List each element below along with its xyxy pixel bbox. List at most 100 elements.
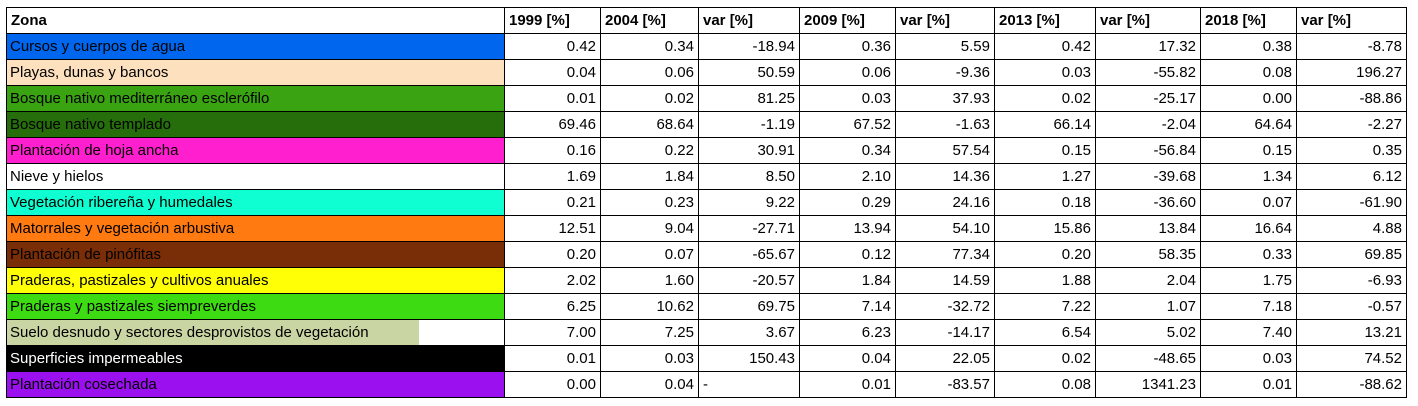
zone-cell: Plantación de hoja ancha xyxy=(6,137,505,164)
table-row: Bosque nativo templado 69.46 68.64 -1.19 67.… xyxy=(6,111,1407,138)
value-cell: 2.04 xyxy=(1095,267,1201,294)
table-row: Plantación de hoja ancha 0.16 0.22 30.91 0.3… xyxy=(6,137,1407,164)
value-cell: 1.75 xyxy=(1200,267,1297,294)
zone-label: Suelo desnudo y sectores desprovistos de… xyxy=(10,324,369,341)
value-cell: 7.22 xyxy=(994,293,1096,320)
value-cell: 12.51 xyxy=(504,215,601,242)
value-cell: 0.16 xyxy=(504,137,601,164)
value-cell: -83.57 xyxy=(895,371,995,398)
zone-cell: Plantación cosechada xyxy=(6,371,505,398)
value-cell: -1.63 xyxy=(895,111,995,138)
value-cell: 68.64 xyxy=(600,111,699,138)
header-cell-2004: 2004 [%] xyxy=(600,7,699,34)
value-cell: 15.86 xyxy=(994,215,1096,242)
value-cell: 0.21 xyxy=(504,189,601,216)
value-cell: 196.27 xyxy=(1296,59,1407,86)
zone-cell: Bosque nativo mediterráneo esclerófilo xyxy=(6,85,505,112)
zone-cell: Playas, dunas y bancos xyxy=(6,59,505,86)
value-cell: 74.52 xyxy=(1296,345,1407,372)
value-cell: 0.03 xyxy=(600,345,699,372)
value-cell: -6.93 xyxy=(1296,267,1407,294)
zone-cell: Vegetación ribereña y humedales xyxy=(6,189,505,216)
value-cell: 0.23 xyxy=(600,189,699,216)
value-cell: -1.19 xyxy=(698,111,800,138)
value-cell: -0.57 xyxy=(1296,293,1407,320)
zone-cell: Plantación de pinófitas xyxy=(6,241,505,268)
table-row: Superficies impermeables 0.01 0.03 150.43 0.… xyxy=(6,345,1407,372)
zone-cell: Superficies impermeables xyxy=(6,345,505,372)
value-cell: 5.02 xyxy=(1095,319,1201,346)
value-cell: - xyxy=(698,371,800,398)
table-row: Praderas y pastizales siempreverdes 6.25 1… xyxy=(6,293,1407,320)
value-cell: 1.34 xyxy=(1200,163,1297,190)
header-cell-var-2004: var [%] xyxy=(698,7,800,34)
value-cell: 24.16 xyxy=(895,189,995,216)
value-cell: 0.04 xyxy=(504,59,601,86)
value-cell: 0.06 xyxy=(600,59,699,86)
header-cell-1999: 1999 [%] xyxy=(504,7,601,34)
header-cell-2009: 2009 [%] xyxy=(799,7,896,34)
value-cell: 0.20 xyxy=(994,241,1096,268)
value-cell: 1.84 xyxy=(600,163,699,190)
value-cell: -8.78 xyxy=(1296,33,1407,60)
value-cell: -55.82 xyxy=(1095,59,1201,86)
value-cell: 37.93 xyxy=(895,85,995,112)
header-row: Zona 1999 [%] 2004 [%] var [%] 2009 [%] … xyxy=(6,7,1407,34)
value-cell: -27.71 xyxy=(698,215,800,242)
value-cell: 0.01 xyxy=(1200,371,1297,398)
value-cell: 0.15 xyxy=(1200,137,1297,164)
value-cell: -9.36 xyxy=(895,59,995,86)
value-cell: -25.17 xyxy=(1095,85,1201,112)
value-cell: 64.64 xyxy=(1200,111,1297,138)
header-cell-zona: Zona xyxy=(6,7,505,34)
value-cell: 0.02 xyxy=(600,85,699,112)
value-cell: 0.01 xyxy=(504,85,601,112)
value-cell: 0.36 xyxy=(799,33,896,60)
value-cell: 0.00 xyxy=(504,371,601,398)
value-cell: 0.03 xyxy=(799,85,896,112)
table-row: Praderas, pastizales y cultivos anuales 2… xyxy=(6,267,1407,294)
zone-cell: Suelo desnudo y sectores desprovistos de… xyxy=(6,319,505,346)
value-cell: 150.43 xyxy=(698,345,800,372)
value-cell: 0.38 xyxy=(1200,33,1297,60)
value-cell: 6.54 xyxy=(994,319,1096,346)
header-cell-var-2018: var [%] xyxy=(1296,7,1407,34)
value-cell: 0.07 xyxy=(600,241,699,268)
value-cell: 14.36 xyxy=(895,163,995,190)
value-cell: 10.62 xyxy=(600,293,699,320)
value-cell: 0.34 xyxy=(799,137,896,164)
value-cell: 0.35 xyxy=(1296,137,1407,164)
value-cell: 0.08 xyxy=(1200,59,1297,86)
land-cover-table: Zona 1999 [%] 2004 [%] var [%] 2009 [%] … xyxy=(6,7,1407,398)
value-cell: 13.94 xyxy=(799,215,896,242)
value-cell: 22.05 xyxy=(895,345,995,372)
value-cell: -65.67 xyxy=(698,241,800,268)
value-cell: -88.62 xyxy=(1296,371,1407,398)
value-cell: 7.00 xyxy=(504,319,601,346)
value-cell: 69.85 xyxy=(1296,241,1407,268)
zone-cell: Matorrales y vegetación arbustiva xyxy=(6,215,505,242)
value-cell: 2.10 xyxy=(799,163,896,190)
value-cell: 0.01 xyxy=(504,345,601,372)
value-cell: 2.02 xyxy=(504,267,601,294)
zone-cell: Cursos y cuerpos de agua xyxy=(6,33,505,60)
zone-cell: Bosque nativo templado xyxy=(6,111,505,138)
value-cell: 13.21 xyxy=(1296,319,1407,346)
table-body: Cursos y cuerpos de agua 0.42 0.34 -18.94 0.… xyxy=(6,33,1407,398)
value-cell: -39.68 xyxy=(1095,163,1201,190)
value-cell: 1.27 xyxy=(994,163,1096,190)
value-cell: 54.10 xyxy=(895,215,995,242)
table-row: Matorrales y vegetación arbustiva 12.51 9.… xyxy=(6,215,1407,242)
table-row: Suelo desnudo y sectores desprovistos de… xyxy=(6,319,1407,346)
value-cell: 0.20 xyxy=(504,241,601,268)
value-cell: 7.18 xyxy=(1200,293,1297,320)
value-cell: 0.02 xyxy=(994,85,1096,112)
value-cell: 1.07 xyxy=(1095,293,1201,320)
value-cell: 16.64 xyxy=(1200,215,1297,242)
value-cell: 0.15 xyxy=(994,137,1096,164)
header-cell-var-2013: var [%] xyxy=(1095,7,1201,34)
value-cell: 69.75 xyxy=(698,293,800,320)
value-cell: 1.60 xyxy=(600,267,699,294)
value-cell: 9.04 xyxy=(600,215,699,242)
value-cell: 69.46 xyxy=(504,111,601,138)
